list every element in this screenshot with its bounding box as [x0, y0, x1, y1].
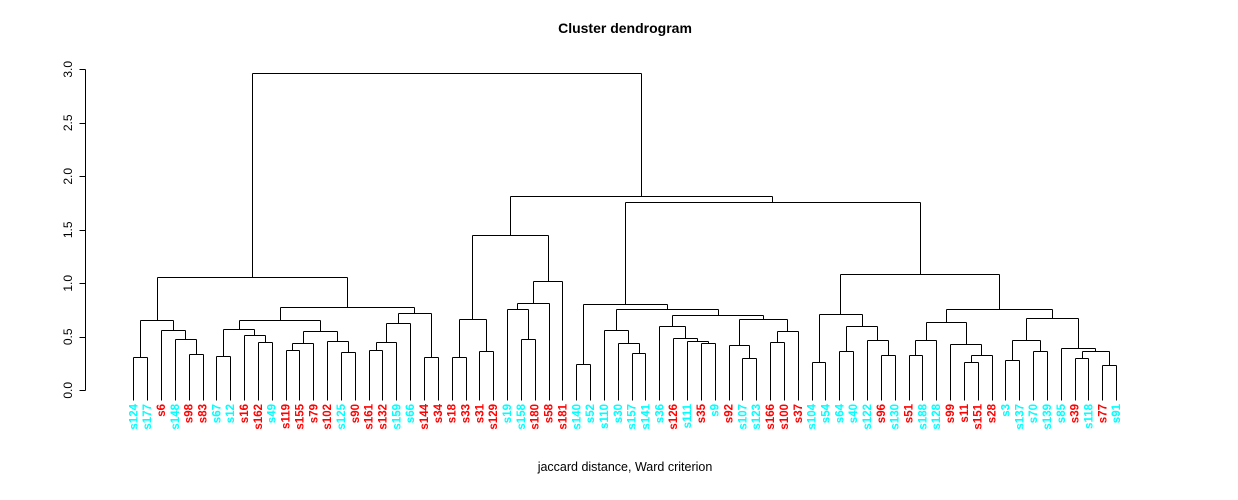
leaf-label: s104	[807, 403, 819, 429]
dendrogram-lines	[133, 73, 1117, 401]
leaf-label: s118	[1083, 403, 1095, 429]
y-tick-label: 2.0	[61, 168, 75, 185]
leaf-labels-group: s124 s177 s6 s148 s98 s83 s67 s12 s16 s162 s49 s119…	[128, 403, 1123, 429]
leaf-label: s110	[599, 404, 611, 429]
chart-title: Cluster dendrogram	[558, 20, 692, 36]
leaf-label: s129	[488, 404, 500, 430]
leaf-label: s144	[419, 403, 431, 429]
y-tick-label: 3.0	[61, 61, 75, 78]
leaf-label: s161	[364, 403, 376, 429]
leaf-label: s6	[156, 404, 168, 417]
leaf-label: s52	[585, 404, 597, 423]
leaf-label: s139	[1042, 404, 1054, 430]
leaf-label: s58	[544, 403, 556, 423]
leaf-label: s140	[571, 404, 583, 430]
leaf-label: s157	[627, 404, 639, 430]
leaf-label: s85	[1056, 403, 1068, 423]
leaf-label: s128	[931, 403, 943, 429]
leaf-label: s70	[1028, 404, 1040, 423]
leaf-label: s125	[336, 403, 348, 429]
leaf-label: s181	[557, 403, 569, 429]
leaf-label: s54	[820, 403, 832, 423]
leaf-label: s37	[793, 404, 805, 423]
leaf-label: s18	[447, 403, 459, 423]
leaf-label: s158	[516, 403, 528, 429]
leaf-label: s39	[1070, 404, 1082, 423]
leaf-label: s77	[1097, 404, 1109, 423]
leaf-label: s123	[751, 404, 763, 430]
leaf-label: s49	[267, 404, 279, 423]
leaf-label: s137	[1014, 404, 1026, 430]
leaf-label: s126	[668, 404, 680, 430]
leaf-label: s141	[640, 403, 652, 429]
leaf-label: s31	[474, 403, 486, 423]
leaf-label: s151	[973, 403, 985, 429]
leaf-label: s67	[211, 404, 223, 423]
leaf-label: s92	[724, 404, 736, 423]
leaf-label: s66	[405, 404, 417, 423]
leaf-label: s12	[225, 404, 237, 423]
leaf-label: s148	[170, 403, 182, 429]
leaf-label: s36	[654, 404, 666, 423]
leaf-label: s188	[917, 403, 929, 429]
y-tick-label: 2.5	[61, 114, 75, 131]
leaf-label: s79	[308, 404, 320, 423]
leaf-label: s180	[530, 404, 542, 430]
leaf-label: s19	[502, 404, 514, 423]
leaf-label: s34	[433, 403, 445, 423]
y-tick-label: 0.5	[61, 328, 75, 345]
leaf-label: s99	[945, 404, 957, 423]
leaf-label: s3	[1000, 404, 1012, 417]
leaf-label: s30	[613, 404, 625, 423]
leaf-label: s40	[848, 404, 860, 423]
leaf-label: s102	[322, 404, 334, 430]
leaf-label: s119	[281, 404, 293, 429]
leaf-label: s16	[239, 404, 251, 423]
leaf-label: s83	[198, 404, 210, 423]
leaf-label: s166	[765, 404, 777, 430]
leaf-label: s90	[350, 404, 362, 423]
leaf-label: s130	[890, 404, 902, 430]
y-tick-label: 1.5	[61, 221, 75, 238]
leaf-label: s155	[294, 403, 306, 429]
leaf-label: s35	[696, 403, 708, 423]
y-axis-line	[79, 69, 86, 391]
leaf-label: s64	[834, 403, 846, 423]
leaf-label: s11	[959, 403, 971, 422]
leaf-label: s33	[461, 404, 473, 423]
leaf-label: s132	[377, 404, 389, 430]
y-tick-label: 1.0	[61, 275, 75, 292]
leaf-label: s9	[710, 404, 722, 417]
leaf-label: s124	[128, 403, 140, 429]
leaf-label: s51	[904, 403, 916, 423]
leaf-label: s122	[862, 404, 874, 430]
leaf-label: s177	[142, 404, 154, 430]
leaf-label: s91	[1111, 403, 1123, 423]
leaf-label: s98	[184, 403, 196, 423]
y-axis: 0.0 0.5 1.0 1.5 2.0 2.5 3.0	[61, 61, 86, 399]
leaf-label: s159	[391, 404, 403, 430]
leaf-label: s111	[682, 403, 694, 428]
leaf-label: s28	[987, 403, 999, 423]
leaf-label: s162	[253, 404, 265, 430]
y-tick-label: 0.0	[61, 382, 75, 399]
leaf-label: s100	[779, 404, 791, 430]
leaf-label: s107	[737, 404, 749, 430]
chart-xlabel: jaccard distance, Ward criterion	[537, 460, 713, 474]
leaf-label: s96	[876, 404, 888, 423]
